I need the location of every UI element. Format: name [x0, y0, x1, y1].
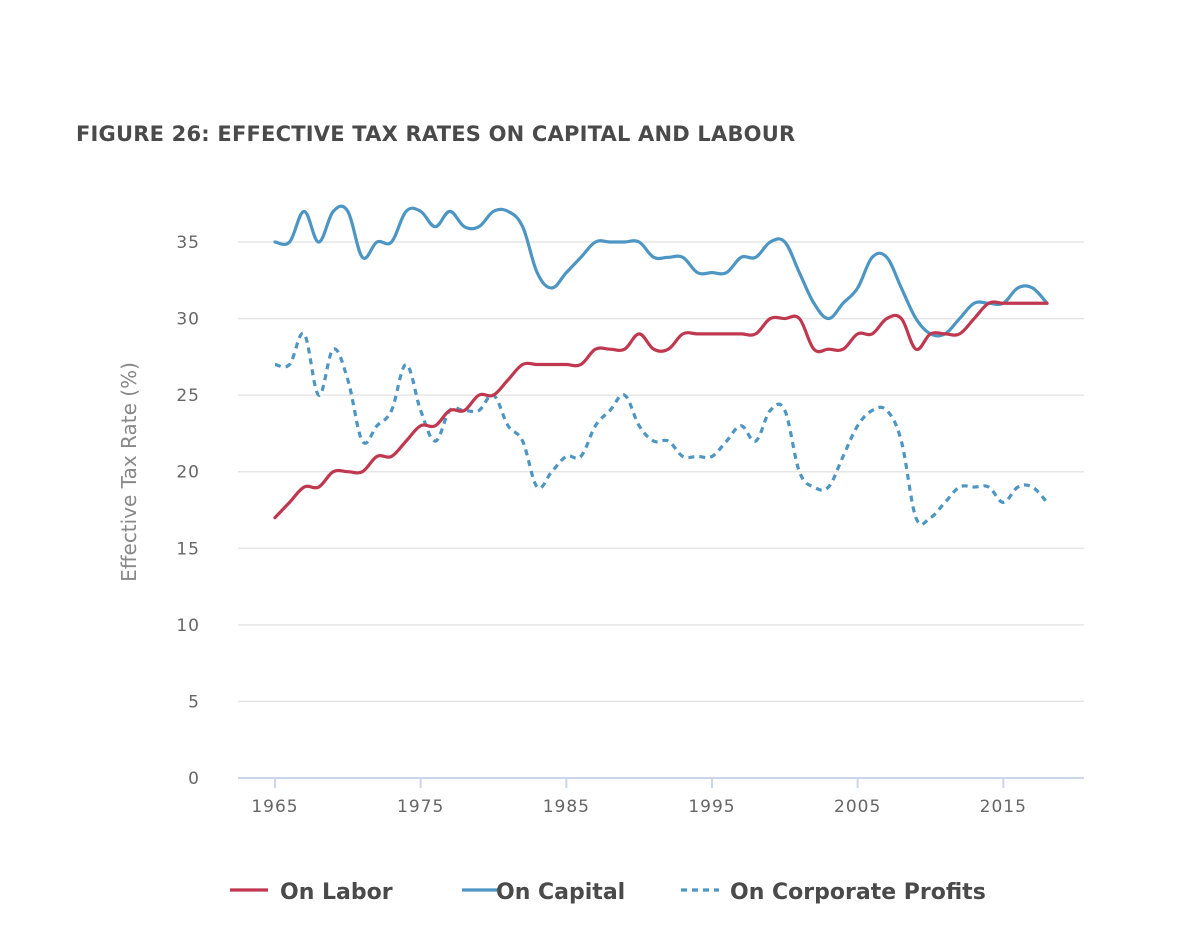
- y-axis-ticks: 0 5 10 15 20 25 30 35: [176, 233, 200, 789]
- x-tick-label-1965: 1965: [251, 797, 298, 817]
- series-line-on-capital: [273, 204, 1049, 338]
- legend: On Labor On Capital On Corporate Profits: [230, 880, 986, 905]
- series-lines: [273, 204, 1049, 526]
- x-tick-label-1985: 1985: [543, 797, 590, 817]
- x-tick-label-2015: 2015: [980, 797, 1027, 817]
- y-tick-label-0: 0: [188, 769, 200, 789]
- legend-item-on-corporate-profits[interactable]: On Corporate Profits: [681, 880, 986, 905]
- x-tick-label-2005: 2005: [834, 797, 881, 817]
- legend-item-on-capital[interactable]: On Capital: [462, 880, 625, 905]
- x-axis-ticks: 1965 1975 1985 1995 2005 2015: [251, 778, 1027, 817]
- legend-label-on-labor: On Labor: [280, 880, 393, 905]
- x-tick-label-1995: 1995: [688, 797, 735, 817]
- y-tick-label-30: 30: [176, 310, 200, 330]
- y-tick-label-10: 10: [176, 616, 200, 636]
- legend-item-on-labor[interactable]: On Labor: [230, 880, 393, 905]
- y-tick-label-35: 35: [176, 233, 200, 253]
- y-axis-title: Effective Tax Rate (%): [117, 362, 141, 582]
- x-tick-label-1975: 1975: [397, 797, 444, 817]
- gridlines: [238, 241, 1084, 703]
- y-tick-label-15: 15: [176, 539, 200, 559]
- series-line-on-corporate-profits: [274, 331, 1049, 526]
- legend-label-on-corporate-profits: On Corporate Profits: [730, 880, 986, 905]
- legend-label-on-capital: On Capital: [496, 880, 625, 905]
- y-tick-label-20: 20: [176, 463, 200, 483]
- y-tick-label-25: 25: [176, 386, 200, 406]
- chart-title: FIGURE 26: EFFECTIVE TAX RATES ON CAPITA…: [76, 122, 796, 146]
- series-line-on-labor: [273, 300, 1049, 520]
- y-tick-label-5: 5: [188, 692, 200, 712]
